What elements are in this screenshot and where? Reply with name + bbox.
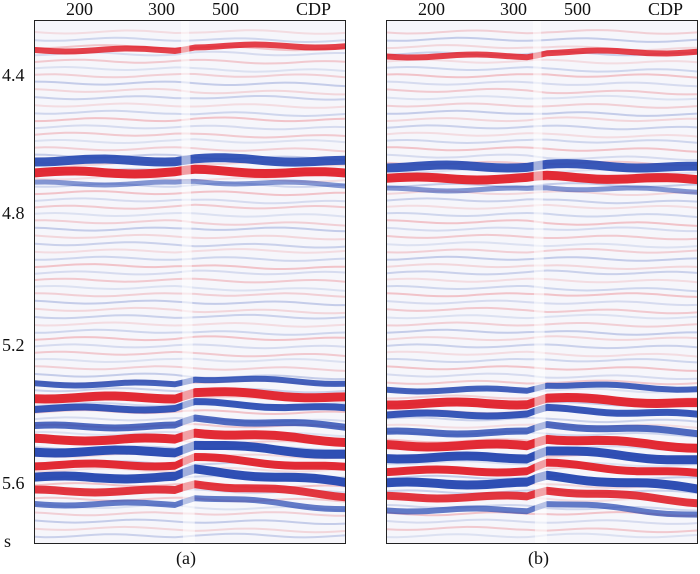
texture-band — [387, 44, 697, 52]
texture-band — [35, 124, 345, 131]
texture-band — [387, 423, 697, 429]
texture-band — [35, 87, 345, 96]
panel-a-x-tick-300: 300 — [148, 0, 175, 19]
panel-a-x-unit: CDP — [296, 0, 332, 19]
reflector-band — [387, 47, 697, 61]
texture-band — [387, 335, 697, 342]
y-axis-unit: s — [4, 531, 12, 551]
panel-b-x-unit: CDP — [648, 0, 684, 19]
panel-b-caption: (b) — [528, 548, 549, 568]
texture-band — [387, 66, 697, 73]
panel-b-x-tick-500: 500 — [564, 0, 591, 19]
texture-band — [35, 343, 345, 350]
texture-band — [35, 277, 345, 284]
texture-band — [35, 197, 345, 205]
panel-b-x-tick-300: 300 — [500, 0, 527, 19]
texture-band — [387, 94, 697, 101]
texture-band — [387, 102, 697, 109]
texture-band — [35, 350, 345, 358]
texture-band — [35, 138, 345, 144]
texture-band — [387, 29, 697, 35]
texture-band — [35, 102, 345, 109]
reflector-band — [387, 470, 697, 494]
texture-band — [35, 219, 345, 227]
seismic-section-a — [35, 21, 345, 543]
texture-band — [387, 269, 697, 276]
texture-band — [35, 80, 345, 88]
texture-band — [387, 131, 697, 139]
texture-band — [35, 66, 345, 73]
texture-band — [387, 87, 697, 96]
reflector-band — [387, 486, 697, 508]
y-tick-4-4: 4.4 — [2, 65, 25, 85]
texture-band — [387, 73, 697, 79]
seismic-panel-a — [34, 20, 346, 544]
texture-band — [387, 50, 697, 57]
y-tick-4-8: 4.8 — [2, 203, 25, 223]
texture-band — [35, 409, 345, 415]
reflector-band — [387, 501, 697, 518]
seismic-panel-b — [386, 20, 698, 544]
seismic-section-b — [387, 21, 697, 543]
texture-band — [387, 416, 697, 424]
texture-band — [387, 36, 697, 43]
texture-band — [35, 357, 345, 364]
y-tick-5-6: 5.6 — [2, 473, 25, 493]
texture-band — [387, 212, 697, 218]
texture-band — [35, 36, 345, 43]
texture-band — [387, 343, 697, 350]
panel-a-caption: (a) — [176, 548, 196, 568]
texture-band — [387, 263, 697, 270]
texture-band — [35, 203, 345, 210]
y-tick-5-2: 5.2 — [2, 335, 25, 355]
reflector-band — [35, 495, 345, 513]
texture-band — [387, 306, 697, 315]
texture-band — [35, 335, 345, 342]
texture-band — [35, 146, 345, 153]
texture-band — [387, 138, 697, 144]
texture-band — [35, 131, 345, 139]
texture-band — [35, 212, 345, 218]
texture-band — [35, 95, 345, 101]
panel-a-x-tick-500: 500 — [212, 0, 239, 19]
texture-band — [387, 197, 697, 205]
texture-band — [35, 241, 345, 249]
panel-b-x-tick-200: 200 — [418, 0, 445, 19]
texture-band — [35, 50, 345, 57]
reflector-band — [35, 41, 345, 55]
fault-zone — [181, 21, 195, 543]
texture-band — [387, 241, 697, 249]
texture-band — [35, 285, 345, 292]
texture-band — [387, 58, 697, 65]
texture-band — [35, 58, 345, 65]
texture-band — [35, 29, 345, 35]
texture-band — [35, 525, 345, 534]
reflector-band — [35, 480, 345, 502]
texture-band — [387, 203, 697, 210]
fault-zone — [533, 21, 547, 543]
texture-band — [387, 350, 697, 358]
texture-band — [387, 285, 697, 293]
texture-band — [387, 80, 697, 88]
texture-band — [387, 124, 697, 131]
texture-band — [35, 269, 345, 276]
panel-a-x-tick-200: 200 — [66, 0, 93, 19]
texture-band — [387, 358, 697, 364]
texture-band — [35, 72, 345, 79]
reflector-band — [35, 464, 345, 487]
texture-band — [387, 277, 697, 284]
texture-band — [35, 292, 345, 298]
